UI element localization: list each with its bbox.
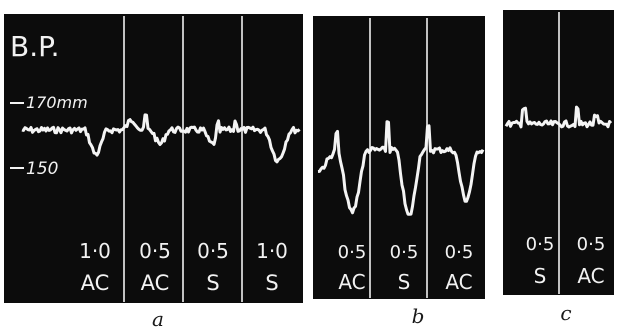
- panel-label-a: a: [152, 307, 164, 331]
- segment-agent-c-2: AC: [577, 264, 604, 288]
- segment-dose-a-1: 1·0: [79, 239, 111, 263]
- segment-dose-a-3: 0·5: [197, 239, 229, 263]
- panel-label-c: c: [560, 301, 571, 325]
- panel-label-b: b: [412, 304, 425, 328]
- tick-label-150: 150: [26, 159, 58, 179]
- segment-dose-c-1: 0·5: [526, 234, 555, 255]
- segment-agent-a-1: AC: [81, 271, 110, 295]
- bp-trace-panel-c: [504, 105, 613, 129]
- segment-agent-b-1: AC: [338, 270, 365, 294]
- segment-agent-a-3: S: [206, 271, 219, 295]
- segment-dose-c-2: 0·5: [577, 234, 606, 255]
- segment-agent-b-3: AC: [445, 270, 472, 294]
- segment-dose-b-3: 0·5: [445, 242, 474, 263]
- segment-dose-a-2: 0·5: [139, 239, 171, 263]
- panel-a-background: [4, 14, 303, 303]
- segment-agent-b-2: S: [398, 270, 411, 294]
- y-axis-label: B.P.: [10, 30, 60, 63]
- segment-agent-a-2: AC: [141, 271, 170, 295]
- tick-label-170: 170mm: [26, 93, 88, 112]
- bp-trace-panel-a: [21, 113, 301, 164]
- bp-trace-panel-b: [317, 120, 485, 216]
- segment-agent-a-4: S: [265, 271, 278, 295]
- segment-agent-c-1: S: [534, 264, 547, 288]
- segment-dose-b-2: 0·5: [390, 242, 419, 263]
- segment-dose-b-1: 0·5: [338, 242, 367, 263]
- segment-dose-a-4: 1·0: [256, 239, 288, 263]
